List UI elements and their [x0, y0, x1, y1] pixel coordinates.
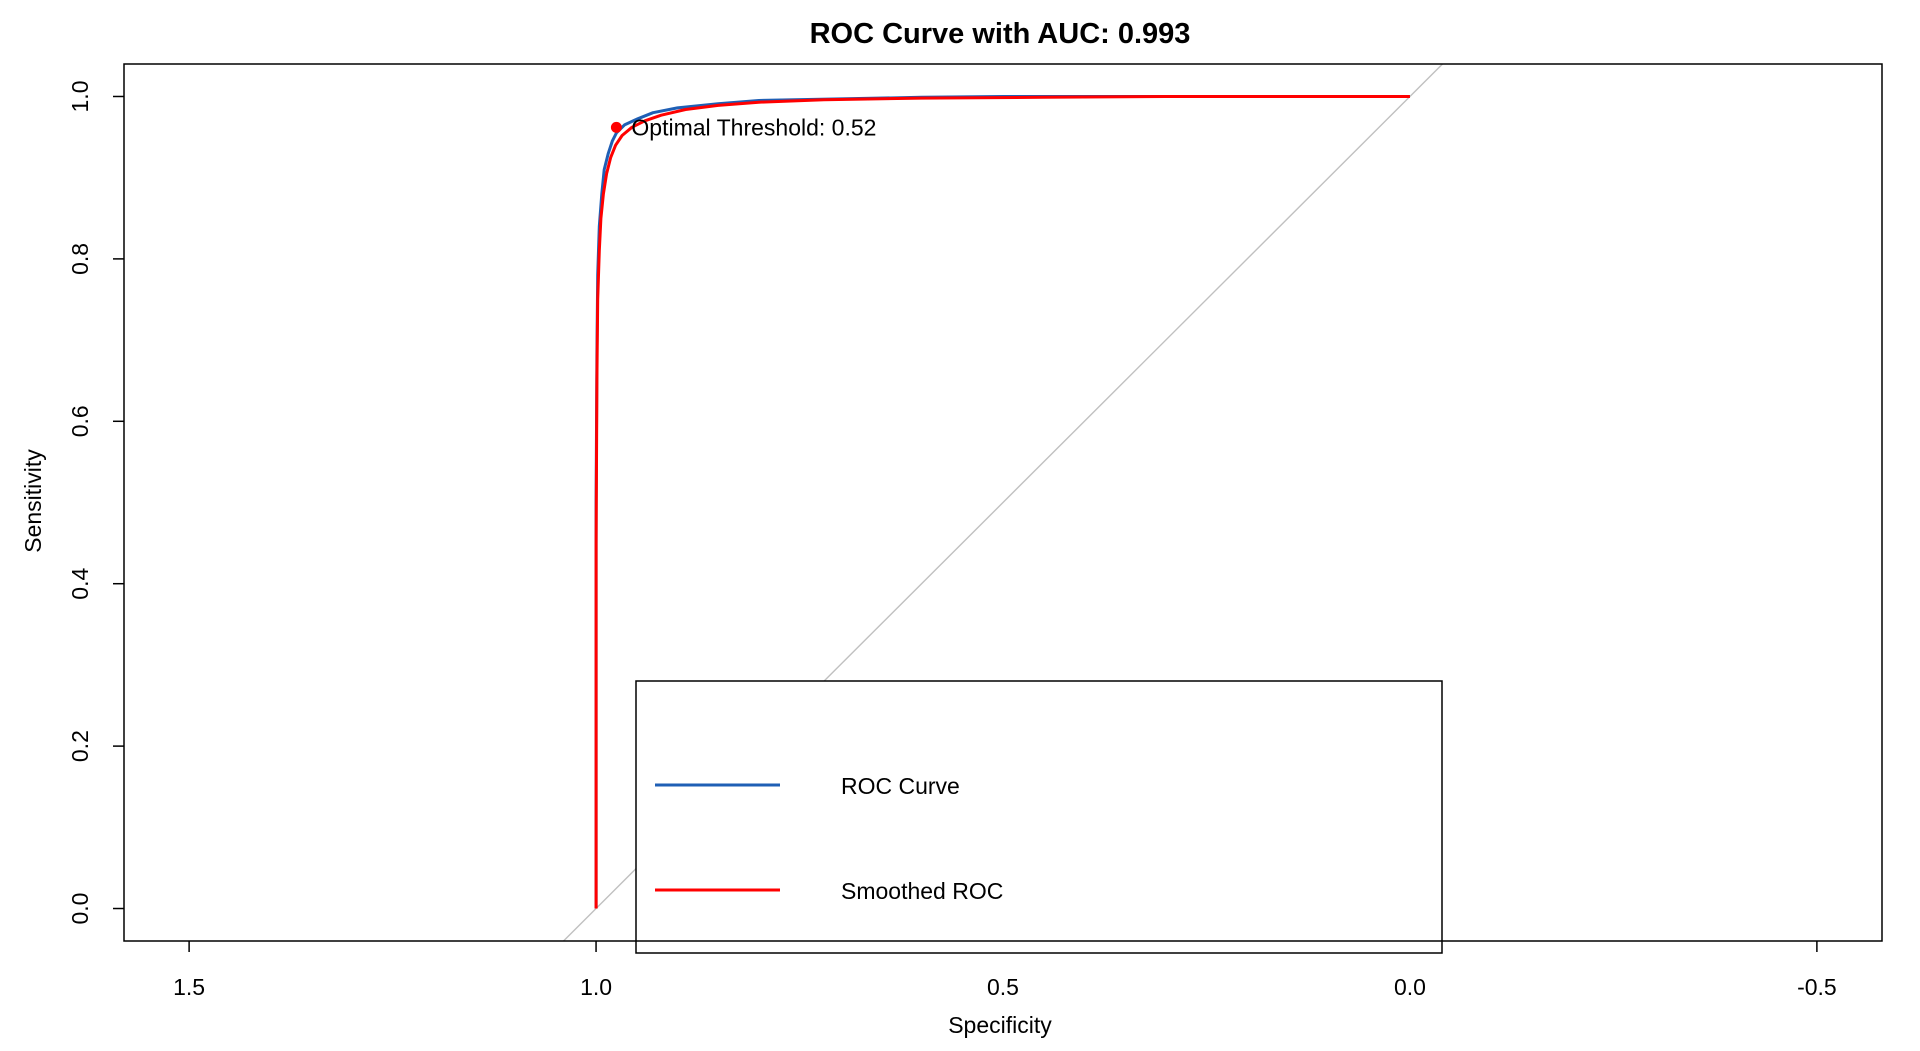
legend: ROC Curve Smoothed ROC: [635, 680, 1443, 954]
y-tick-label: 0.2: [67, 730, 93, 762]
y-axis: 0.0 0.2 0.4 0.6 0.8 1.0: [67, 80, 124, 925]
optimal-threshold-label: Optimal Threshold: 0.52: [631, 114, 876, 140]
y-axis-label: Sensitivity: [20, 449, 46, 553]
x-tick-label: -0.5: [1797, 974, 1837, 1000]
y-tick-label: 0.8: [67, 243, 93, 275]
smoothed-roc-line: [594, 95, 1410, 909]
chart-title: ROC Curve with AUC: 0.993: [810, 18, 1191, 50]
x-tick-label: 0.0: [1394, 974, 1426, 1000]
x-axis: 1.5 1.0 0.5 0.0 -0.5: [173, 941, 1837, 1000]
x-tick-label: 1.0: [580, 974, 612, 1000]
legend-label-smoothed-roc: Smoothed ROC: [841, 878, 1003, 904]
y-tick-label: 0.6: [67, 405, 93, 437]
x-tick-label: 1.5: [173, 974, 205, 1000]
plot-frame: [123, 63, 1883, 942]
legend-label-roc-curve: ROC Curve: [841, 773, 960, 799]
y-tick-label: 0.4: [67, 568, 93, 600]
y-tick-label: 1.0: [67, 80, 93, 112]
x-tick-label: 0.5: [987, 974, 1019, 1000]
series-layer: [594, 95, 1410, 909]
y-tick-label: 0.0: [67, 893, 93, 925]
x-axis-label: Specificity: [948, 1012, 1052, 1038]
optimal-threshold-point: [610, 121, 622, 133]
legend-box: [635, 680, 1443, 954]
